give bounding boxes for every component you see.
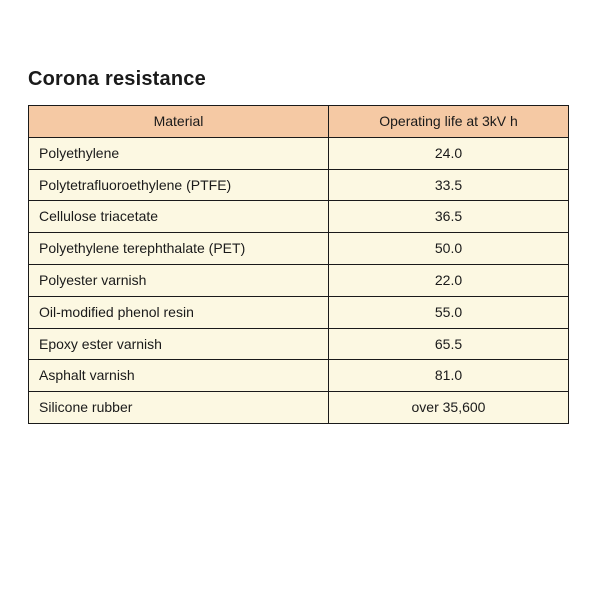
cell-value: over 35,600 [329, 392, 569, 424]
cell-value: 65.5 [329, 328, 569, 360]
table-header-value: Operating life at 3kV h [329, 106, 569, 138]
cell-material: Polyethylene terephthalate (PET) [29, 233, 329, 265]
cell-material: Oil-modified phenol resin [29, 296, 329, 328]
cell-material: Cellulose triacetate [29, 201, 329, 233]
table-row: Cellulose triacetate36.5 [29, 201, 569, 233]
table-header-material: Material [29, 106, 329, 138]
cell-material: Polyester varnish [29, 264, 329, 296]
cell-material: Polytetrafluoroethylene (PTFE) [29, 169, 329, 201]
table-row: Polyester varnish22.0 [29, 264, 569, 296]
cell-value: 50.0 [329, 233, 569, 265]
table-row: Asphalt varnish81.0 [29, 360, 569, 392]
table-row: Polyethylene terephthalate (PET)50.0 [29, 233, 569, 265]
table-row: Polytetrafluoroethylene (PTFE)33.5 [29, 169, 569, 201]
corona-resistance-table: Material Operating life at 3kV h Polyeth… [28, 105, 569, 424]
cell-value: 81.0 [329, 360, 569, 392]
cell-material: Polyethylene [29, 137, 329, 169]
cell-value: 22.0 [329, 264, 569, 296]
cell-value: 55.0 [329, 296, 569, 328]
table-header-row: Material Operating life at 3kV h [29, 106, 569, 138]
cell-material: Silicone rubber [29, 392, 329, 424]
table-row: Silicone rubberover 35,600 [29, 392, 569, 424]
table-row: Oil-modified phenol resin55.0 [29, 296, 569, 328]
cell-value: 24.0 [329, 137, 569, 169]
cell-material: Epoxy ester varnish [29, 328, 329, 360]
page: Corona resistance Material Operating lif… [0, 0, 600, 600]
table-body: Polyethylene24.0Polytetrafluoroethylene … [29, 137, 569, 423]
table-row: Polyethylene24.0 [29, 137, 569, 169]
table-row: Epoxy ester varnish65.5 [29, 328, 569, 360]
table-title: Corona resistance [28, 68, 572, 91]
cell-value: 33.5 [329, 169, 569, 201]
cell-material: Asphalt varnish [29, 360, 329, 392]
cell-value: 36.5 [329, 201, 569, 233]
